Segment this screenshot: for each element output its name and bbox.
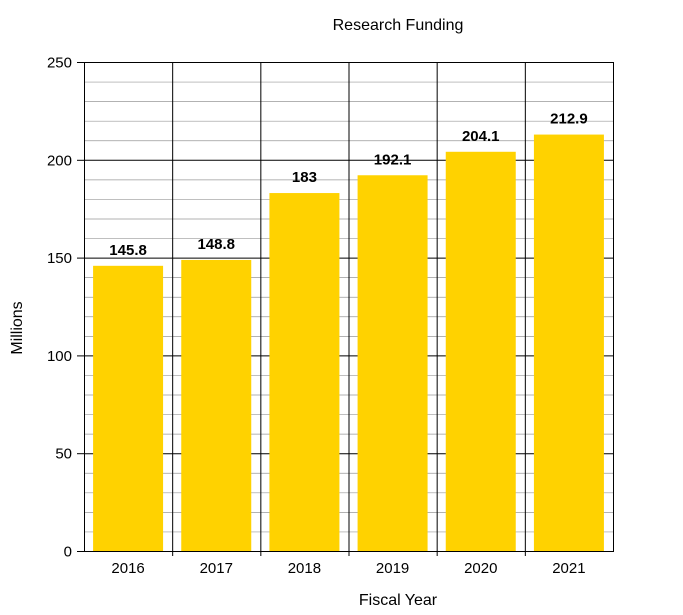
- plot-frame: [84, 62, 614, 552]
- bar-2018: [269, 193, 340, 551]
- chart-title: Research Funding: [333, 17, 464, 34]
- x-axis-title: Fiscal Year: [359, 592, 438, 609]
- y-tick-label: 0: [64, 544, 72, 561]
- data-label-2016: 145.8: [109, 242, 147, 259]
- bars-group: [93, 134, 604, 552]
- data-label-2018: 183: [292, 169, 317, 186]
- axes-group: [84, 62, 614, 552]
- data-label-2017: 148.8: [197, 236, 235, 253]
- x-tick-label-2021: 2021: [552, 560, 585, 577]
- bar-2017: [181, 259, 252, 551]
- x-tick-label-2017: 2017: [200, 560, 233, 577]
- y-axis-title: Millions: [9, 301, 26, 354]
- x-tick-label-2018: 2018: [288, 560, 321, 577]
- x-tick-label-2016: 2016: [111, 560, 144, 577]
- y-tick-label: 150: [47, 250, 72, 267]
- bar-2020: [445, 151, 516, 551]
- data-label-2021: 212.9: [550, 111, 588, 128]
- y-tick-label: 200: [47, 152, 72, 169]
- data-label-2020: 204.1: [462, 128, 500, 145]
- data-labels-group: 145.8 148.8 183 192.1 204.1 212.9: [109, 111, 587, 259]
- bar-2021: [533, 134, 604, 551]
- y-tick-label: 250: [47, 55, 72, 72]
- data-label-2019: 192.1: [374, 151, 412, 168]
- x-tick-labels: 2016 2017 2018 2019 2020 2021: [111, 560, 585, 577]
- x-tick-label-2019: 2019: [376, 560, 409, 577]
- x-tick-label-2020: 2020: [464, 560, 497, 577]
- y-tick-label: 100: [47, 348, 72, 365]
- bar-2019: [357, 175, 428, 552]
- y-tick-label: 50: [55, 446, 72, 463]
- y-tick-labels: 0 50 100 150 200 250: [47, 55, 84, 561]
- category-grid-lines: [172, 62, 526, 556]
- bar-2016: [93, 265, 164, 551]
